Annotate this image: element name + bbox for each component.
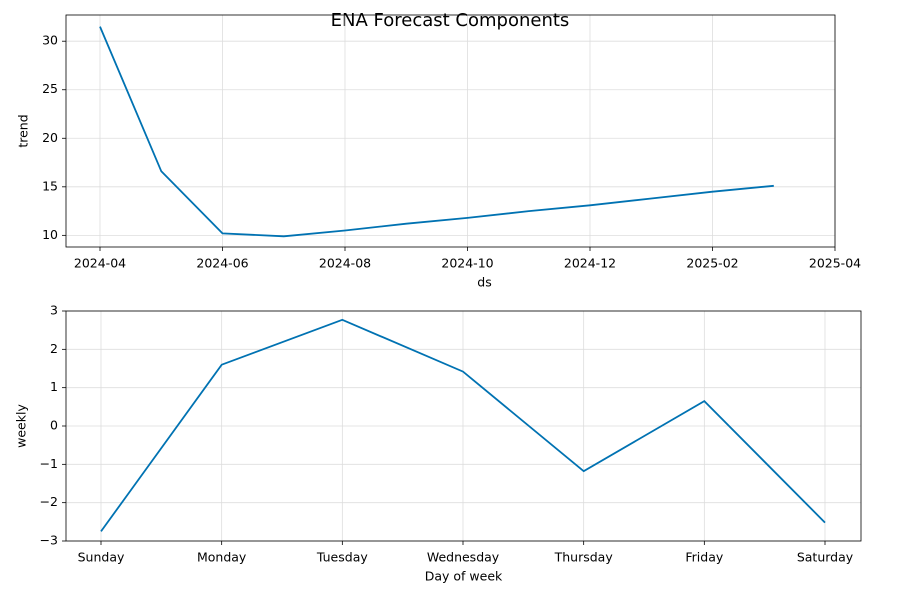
x-axis-label: Day of week (425, 569, 503, 584)
y-tick-label: −1 (40, 456, 58, 471)
line (99, 26, 774, 238)
x-tick-label: Monday (197, 550, 247, 565)
y-tick-label: 0 (50, 418, 58, 433)
y-tick-label: 25 (42, 81, 58, 96)
x-tick-label: 2024-12 (564, 256, 616, 271)
x-tick-label: Sunday (78, 550, 125, 565)
x-tick-label: Saturday (797, 550, 854, 565)
x-tick-label: 2024-04 (74, 256, 126, 271)
y-tick-label: 10 (42, 227, 58, 242)
y-tick-label: 20 (42, 130, 58, 145)
y-tick-label: −2 (40, 494, 58, 509)
y-tick-label: 1 (50, 379, 58, 394)
x-tick-label: Tuesday (316, 550, 368, 565)
x-tick-label: Friday (685, 550, 723, 565)
y-axis-label: trend (16, 114, 31, 147)
x-tick-label: 2025-02 (686, 256, 738, 271)
y-tick-label: 3 (50, 303, 58, 318)
line (100, 318, 826, 532)
x-tick-label: Wednesday (427, 550, 500, 565)
x-tick-label: 2024-06 (196, 256, 248, 271)
x-tick-label: 2024-10 (441, 256, 493, 271)
x-tick-label: 2024-08 (319, 256, 371, 271)
x-tick-label: 2025-04 (809, 256, 861, 271)
plot-frame (65, 310, 862, 542)
y-tick-label: 2 (50, 341, 58, 356)
y-axis-label: weekly (14, 404, 29, 448)
x-tick-label: Thursday (554, 550, 614, 565)
x-axis-label: ds (477, 275, 491, 290)
y-tick-label: 15 (42, 178, 58, 193)
plot-frame (65, 14, 836, 248)
y-tick-label: 30 (42, 33, 58, 48)
y-tick-label: −3 (40, 533, 58, 548)
chart-title: ENA Forecast Components (331, 10, 570, 31)
